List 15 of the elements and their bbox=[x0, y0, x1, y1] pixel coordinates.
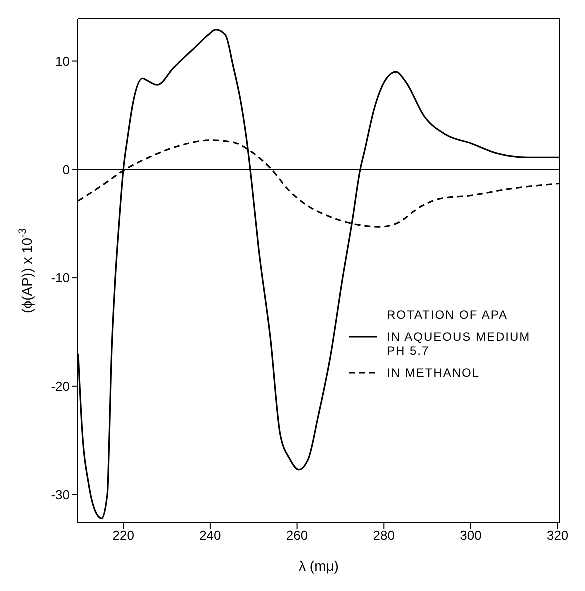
x-axis-title: λ (mμ) bbox=[299, 558, 339, 574]
y-tick-label: 0 bbox=[62, 162, 70, 178]
x-tick-label: 220 bbox=[112, 528, 134, 544]
legend-title: ROTATION OF APA bbox=[387, 308, 510, 322]
legend-label: IN METHANOL bbox=[387, 366, 482, 380]
x-tick-label: 300 bbox=[460, 528, 482, 544]
y-tick-label: -10 bbox=[51, 270, 70, 286]
legend-label: IN AQUEOUS MEDIUM PH 5.7 bbox=[387, 330, 532, 358]
y-tick-label: -30 bbox=[51, 487, 70, 502]
x-tick-label: 260 bbox=[286, 528, 308, 544]
x-tick-label: 240 bbox=[200, 528, 222, 544]
y-tick-label: -20 bbox=[51, 379, 70, 394]
y-tick-label: 10 bbox=[56, 54, 70, 69]
x-tick-label: 280 bbox=[373, 528, 395, 544]
x-tick-label: 320 bbox=[546, 528, 569, 544]
